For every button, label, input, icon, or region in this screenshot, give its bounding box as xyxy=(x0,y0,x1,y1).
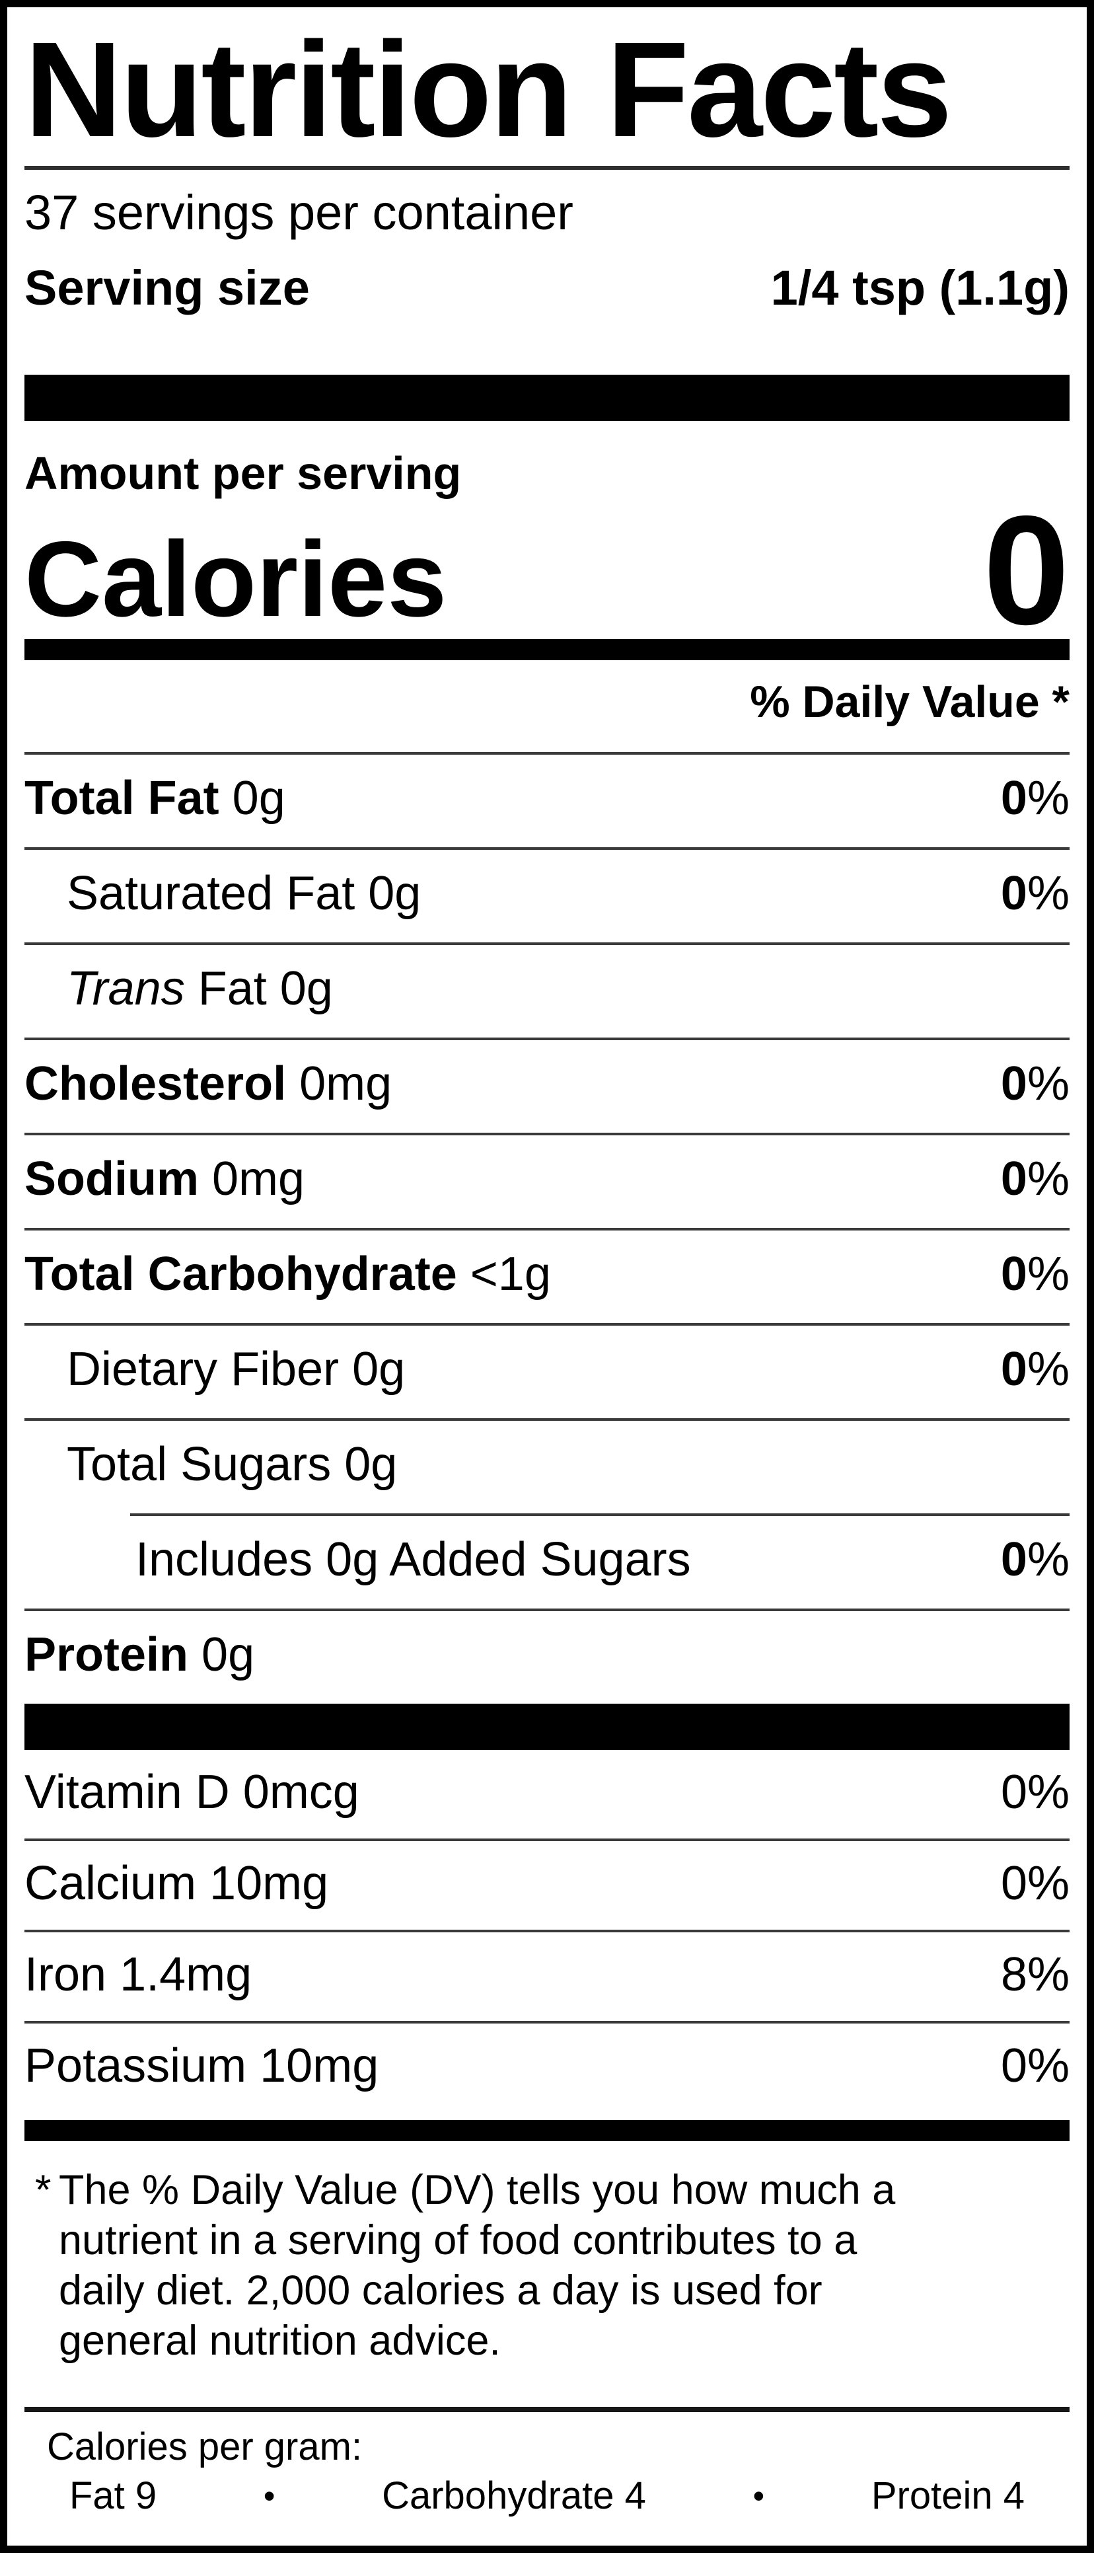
nutrient-name: Protein 0g xyxy=(24,1628,255,1681)
medium-separator-bar xyxy=(24,2120,1070,2141)
nutrient-row-saturated-fat: Saturated Fat 0g 0% xyxy=(24,850,1070,942)
nutrient-row-total-carbohydrate: Total Carbohydrate <1g 0% xyxy=(24,1231,1070,1323)
daily-value-footnote: * The % Daily Value (DV) tells you how m… xyxy=(24,2165,1070,2366)
calories-row: Calories 0 xyxy=(24,483,1070,657)
nutrient-row-trans-fat: Trans Fat 0g xyxy=(24,945,1070,1038)
vitamin-percent: 8% xyxy=(1000,1948,1070,2001)
row-divider xyxy=(24,752,1070,755)
nutrient-row-cholesterol: Cholesterol 0mg 0% xyxy=(24,1040,1070,1133)
label-title: Nutrition Facts xyxy=(24,14,952,165)
row-divider xyxy=(24,2021,1070,2024)
row-divider xyxy=(24,1930,1070,1932)
bullet-separator: • xyxy=(263,2478,275,2515)
footnote-line: nutrient in a serving of food contribute… xyxy=(59,2217,857,2263)
fat-calories-per-gram: Fat 9 xyxy=(69,2474,157,2517)
vitamin-name: Iron 1.4mg xyxy=(24,1948,252,2001)
nutrient-name: Cholesterol 0mg xyxy=(24,1057,392,1110)
vitamin-percent: 0% xyxy=(1000,1857,1070,1910)
calories-value: 0 xyxy=(983,483,1070,657)
thick-separator-bar xyxy=(24,375,1070,421)
nutrient-percent: 0% xyxy=(1000,1153,1070,1205)
vitamin-row-calcium: Calcium 10mg 0% xyxy=(24,1841,1070,1930)
nutrient-name: Trans Fat 0g xyxy=(67,962,333,1015)
bullet-separator: • xyxy=(752,2478,765,2515)
nutrient-percent: 0% xyxy=(1000,1533,1070,1586)
vitamin-percent: 0% xyxy=(1000,1766,1070,1819)
nutrient-name: Total Carbohydrate <1g xyxy=(24,1248,551,1301)
footnote-asterisk: * xyxy=(35,2167,52,2213)
vitamin-name: Calcium 10mg xyxy=(24,1857,329,1910)
nutrient-percent: 0% xyxy=(1000,1057,1070,1110)
vitamin-row-iron: Iron 1.4mg 8% xyxy=(24,1932,1070,2021)
row-divider xyxy=(24,847,1070,850)
nutrient-row-total-sugars: Total Sugars 0g xyxy=(24,1421,1070,1513)
row-divider xyxy=(24,1838,1070,1841)
vitamin-name: Potassium 10mg xyxy=(24,2039,379,2092)
calories-per-gram-values: Fat 9 • Carbohydrate 4 • Protein 4 xyxy=(24,2477,1070,2515)
vitamin-name: Vitamin D 0mcg xyxy=(24,1766,359,1819)
nutrient-name: Saturated Fat 0g xyxy=(67,867,421,920)
nutrient-percent: 0% xyxy=(1000,1343,1070,1396)
daily-value-header: % Daily Value * xyxy=(750,677,1070,727)
nutrient-name: Includes 0g Added Sugars xyxy=(135,1533,691,1586)
servings-per-container: 37 servings per container xyxy=(24,185,573,240)
nutrient-percent: 0% xyxy=(1000,867,1070,920)
nutrient-name: Dietary Fiber 0g xyxy=(67,1343,406,1396)
row-divider xyxy=(24,1609,1070,1611)
row-divider xyxy=(24,942,1070,945)
footer-divider xyxy=(24,2407,1070,2412)
footnote-text: The % Daily Value (DV) tells you how muc… xyxy=(59,2165,895,2366)
amount-per-serving-label: Amount per serving xyxy=(24,447,462,499)
row-divider xyxy=(24,1228,1070,1231)
protein-calories-per-gram: Protein 4 xyxy=(871,2474,1025,2517)
nutrient-row-added-sugars: Includes 0g Added Sugars 0% xyxy=(24,1516,1070,1609)
vitamin-percent: 0% xyxy=(1000,2039,1070,2092)
nutrient-row-sodium: Sodium 0mg 0% xyxy=(24,1135,1070,1228)
calories-per-gram-label: Calories per gram: xyxy=(47,2425,363,2468)
vitamin-row-vitamin-d: Vitamin D 0mcg 0% xyxy=(24,1750,1070,1838)
nutrient-percent: 0% xyxy=(1000,1248,1070,1301)
nutrient-row-protein: Protein 0g xyxy=(24,1611,1070,1704)
carbohydrate-calories-per-gram: Carbohydrate 4 xyxy=(382,2474,646,2517)
calories-label: Calories xyxy=(24,519,447,639)
medium-separator-bar xyxy=(24,639,1070,660)
footnote-line: The % Daily Value (DV) tells you how muc… xyxy=(59,2167,896,2213)
serving-size-value: 1/4 tsp (1.1g) xyxy=(770,260,1070,315)
indented-row-divider xyxy=(130,1513,1070,1516)
nutrient-row-total-fat: Total Fat 0g 0% xyxy=(24,755,1070,847)
row-divider xyxy=(24,1418,1070,1421)
nutrient-row-dietary-fiber: Dietary Fiber 0g 0% xyxy=(24,1326,1070,1418)
vitamin-row-potassium: Potassium 10mg 0% xyxy=(24,2024,1070,2112)
row-divider xyxy=(24,1323,1070,1326)
row-divider xyxy=(24,1038,1070,1040)
title-divider xyxy=(24,166,1070,170)
footnote-line: daily diet. 2,000 calories a day is used… xyxy=(59,2267,822,2314)
nutrient-percent: 0% xyxy=(1000,772,1070,825)
serving-size-row: Serving size 1/4 tsp (1.1g) xyxy=(24,264,1070,313)
thick-separator-bar xyxy=(24,1704,1070,1750)
nutrient-name: Total Fat 0g xyxy=(24,772,285,825)
serving-size-label: Serving size xyxy=(24,260,310,315)
row-divider xyxy=(24,1133,1070,1135)
nutrient-name: Total Sugars 0g xyxy=(67,1438,398,1491)
footnote-line: general nutrition advice. xyxy=(59,2318,501,2364)
nutrient-name: Sodium 0mg xyxy=(24,1153,305,1205)
